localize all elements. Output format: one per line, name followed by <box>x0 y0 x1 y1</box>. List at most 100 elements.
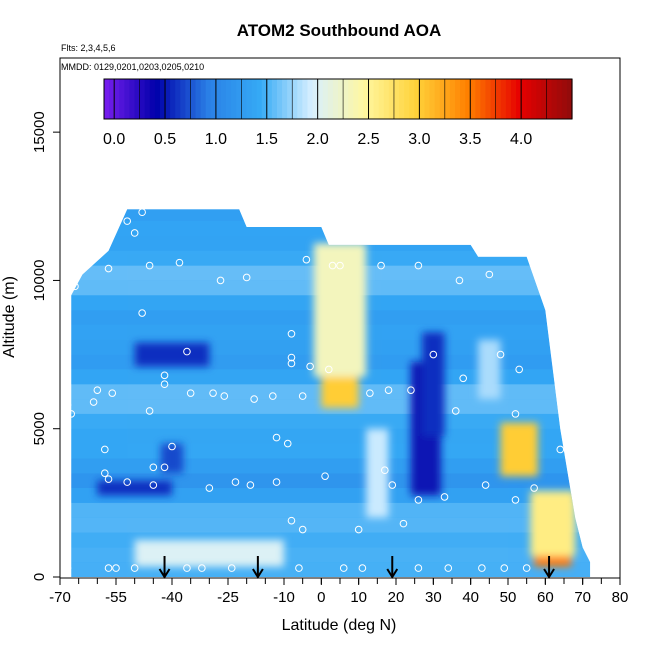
colorbar-segment <box>475 79 482 119</box>
colorbar-segment <box>109 79 115 119</box>
colorbar-segment <box>536 79 543 119</box>
colorbar-segment <box>195 79 202 119</box>
y-tick-label: 5000 <box>31 412 48 445</box>
colorbar-segment <box>302 79 309 119</box>
observation-point <box>160 371 169 380</box>
observation-point <box>130 564 139 572</box>
observation-point <box>138 208 146 217</box>
colorbar-segment <box>393 79 400 119</box>
observation-point <box>123 478 131 486</box>
chart-title: ATOM2 Southbound AOA <box>237 21 442 40</box>
observation-point <box>101 469 109 478</box>
colorbar-tick-label: 3.0 <box>408 131 430 148</box>
observation-point <box>366 389 374 397</box>
colorbar-segment <box>546 79 553 119</box>
observation-point <box>89 398 98 406</box>
colorbar-segment <box>480 79 487 119</box>
observation-point <box>295 564 303 572</box>
colorbar-segment <box>317 79 324 119</box>
observation-point <box>93 386 102 394</box>
observation-point <box>358 564 367 572</box>
colorbar-segment <box>134 79 141 119</box>
colorbar-segment <box>414 79 420 119</box>
colorbar-segment <box>332 79 339 119</box>
colorbar-segment <box>159 79 166 119</box>
colorbar-segment <box>287 79 293 119</box>
observation-point <box>130 229 139 237</box>
observation-point <box>511 410 520 418</box>
heatmap-field <box>71 209 591 577</box>
colorbar-segment <box>343 79 349 119</box>
observation-point <box>101 445 109 454</box>
observation-point <box>104 264 113 273</box>
observation-point <box>242 273 251 282</box>
colorbar-tick-label: 4.0 <box>510 131 532 148</box>
colorbar-segment <box>210 79 217 119</box>
field-feature <box>366 428 389 518</box>
observation-point <box>220 392 229 400</box>
observation-point <box>478 564 486 572</box>
colorbar-segment <box>510 79 517 119</box>
observation-point <box>198 564 206 572</box>
colorbar-segment <box>322 79 329 119</box>
field-feature <box>422 332 445 437</box>
colorbar-segment <box>205 79 212 119</box>
observation-point <box>138 309 146 317</box>
observation-point <box>455 276 464 285</box>
colorbar-segment <box>348 79 354 119</box>
observation-point <box>567 463 576 472</box>
colorbar-segment <box>236 79 242 119</box>
observation-point <box>500 564 509 572</box>
colorbar-segment <box>470 79 476 119</box>
colorbar-segment <box>551 79 558 119</box>
observation-point <box>511 496 520 504</box>
observation-point <box>227 564 236 572</box>
colorbar-segment <box>378 79 385 119</box>
observation-point <box>287 516 296 525</box>
x-axis: -70 -55 -40 -25 -10 0 10 20 30 40 50 60 70 80 <box>49 578 628 606</box>
observation-point <box>149 481 158 489</box>
colorbar-segment <box>429 79 436 119</box>
x-tick-label: 80 <box>612 589 629 606</box>
colorbar-segment <box>276 79 283 119</box>
colorbar-segment <box>154 79 161 119</box>
colorbar-segment <box>180 79 186 119</box>
colorbar-segment <box>490 79 497 119</box>
observation-point <box>272 433 281 442</box>
observation-point <box>93 249 102 258</box>
y-axis-label: Altitude (m) <box>1 276 18 358</box>
colorbar-segment <box>312 79 319 119</box>
colorbar-segment <box>231 79 237 119</box>
colorbar-segment <box>190 79 197 119</box>
colorbar-segment <box>358 79 365 119</box>
observation-point <box>231 478 240 486</box>
x-tick-label: 70 <box>574 589 591 606</box>
colorbar-segment <box>124 79 131 119</box>
colorbar-segment <box>404 79 410 119</box>
colorbar-segment <box>373 79 380 119</box>
observation-point <box>377 261 385 270</box>
observation-point <box>298 392 307 400</box>
observation-point <box>160 380 169 389</box>
colorbar-segment <box>241 79 248 119</box>
arrow-head <box>543 568 555 579</box>
observation-point <box>429 350 438 359</box>
colorbar-segment <box>444 79 451 119</box>
observation-point <box>149 463 158 472</box>
x-tick-label: 20 <box>388 589 405 606</box>
colorbar-segment <box>246 79 253 119</box>
observation-point <box>328 261 337 270</box>
observation-point <box>321 472 329 480</box>
colorbar-segment <box>175 79 181 119</box>
observation-point <box>459 374 468 383</box>
colorbar-segment <box>266 79 273 119</box>
colorbar-segment <box>139 79 146 119</box>
colorbar-tick-label: 2.0 <box>307 131 329 148</box>
observation-point <box>556 445 565 454</box>
field-feature <box>478 339 501 400</box>
colorbar-segment <box>129 79 136 119</box>
observation-points <box>63 208 576 572</box>
colorbar-segment <box>226 79 232 119</box>
colorbar-segment <box>119 79 125 119</box>
